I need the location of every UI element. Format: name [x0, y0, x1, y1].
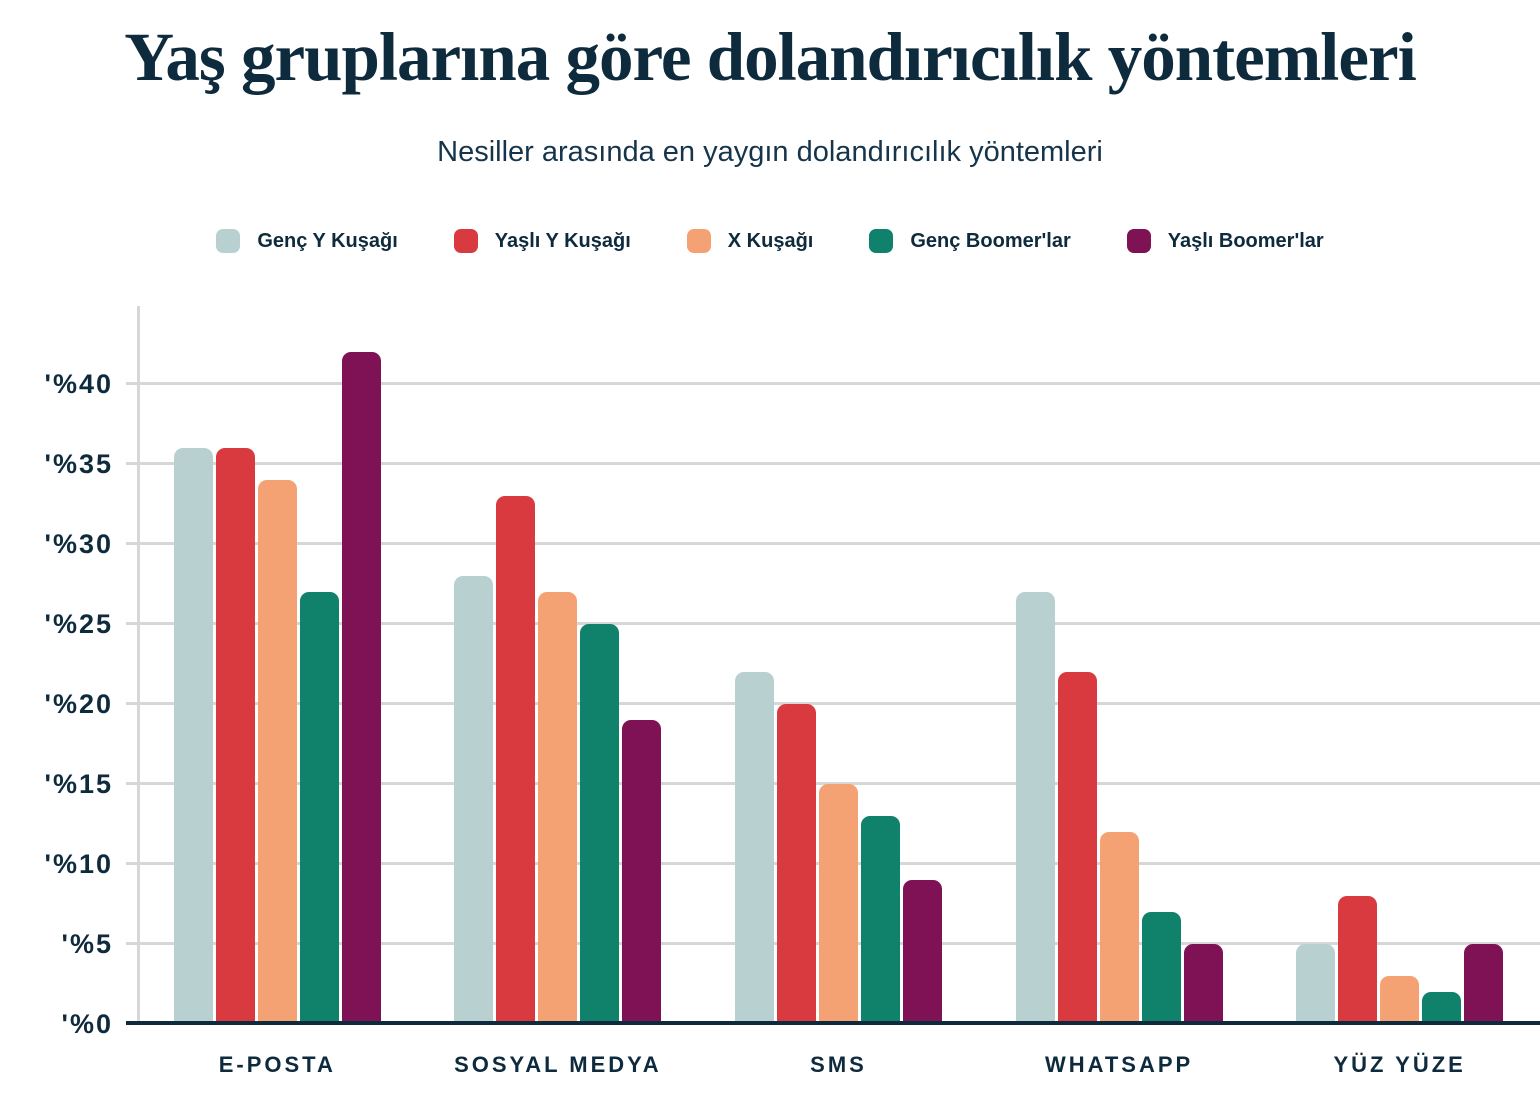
y-axis-tick-label: '%40	[44, 369, 113, 399]
bar	[818, 784, 858, 1024]
bar-group	[698, 306, 979, 1024]
x-axis-category-label: SOSYAL MEDYA	[454, 1052, 662, 1077]
legend-swatch-icon	[686, 229, 711, 253]
bar	[257, 480, 297, 1024]
gridline	[126, 542, 1540, 545]
bar	[1338, 896, 1378, 1024]
bar-groups	[137, 306, 1540, 1024]
legend-item-label: Yaşlı Boomer'lar	[1167, 229, 1324, 252]
legend-swatch-icon	[1126, 229, 1151, 253]
bar	[734, 672, 774, 1024]
bar	[1380, 976, 1420, 1024]
bar	[341, 352, 381, 1024]
y-axis-tick-label: '%0	[61, 1009, 113, 1039]
y-axis-line	[137, 306, 140, 1024]
bar-group	[1259, 306, 1540, 1024]
y-axis-tick-label: '%25	[44, 609, 113, 639]
x-axis-line	[126, 1021, 1540, 1025]
gridline	[126, 782, 1540, 785]
x-axis-category-label: WHATSAPP	[1044, 1052, 1194, 1077]
legend: Genç Y Kuşağı Yaşlı Y Kuşağı X Kuşağı Genç …	[0, 229, 1540, 253]
x-axis-labels: E-POSTA SOSYAL MEDYA SMS WHATSAPP YÜZ YÜZE	[137, 1052, 1540, 1078]
bar	[173, 448, 213, 1024]
y-axis-tick-label: '%20	[44, 689, 113, 719]
y-axis-tick-label: '%15	[44, 769, 113, 799]
plot-area	[126, 306, 1540, 1025]
bar	[1422, 992, 1462, 1024]
legend-item: Yaşlı Boomer'lar	[1126, 229, 1324, 253]
legend-item-label: X Kuşağı	[727, 229, 814, 252]
bar-group	[979, 306, 1260, 1024]
gridline	[126, 382, 1540, 385]
legend-item: Yaşlı Y Kuşağı	[453, 229, 631, 253]
legend-item-label: Yaşlı Y Kuşağı	[494, 229, 631, 252]
gridline	[126, 622, 1540, 625]
gridline	[126, 702, 1540, 705]
bar	[1464, 944, 1504, 1024]
bar	[215, 448, 255, 1024]
legend-item: X Kuşağı	[686, 229, 814, 253]
bar	[1099, 832, 1139, 1024]
bar	[1296, 944, 1336, 1024]
bar	[538, 592, 578, 1024]
x-axis-category-label: SMS	[810, 1052, 867, 1077]
legend-swatch-icon	[453, 229, 478, 253]
y-axis-tick-label: '%35	[44, 449, 113, 479]
bar	[580, 624, 620, 1024]
gridline	[126, 462, 1540, 465]
bar	[299, 592, 339, 1024]
bar	[1183, 944, 1223, 1024]
page-subtitle: Nesiller arasında en yaygın dolandırıcıl…	[437, 136, 1103, 168]
y-axis-tick-label: '%30	[44, 529, 113, 559]
legend-swatch-icon	[869, 229, 894, 253]
legend-swatch-icon	[216, 229, 241, 253]
bar	[1015, 592, 1055, 1024]
y-axis-labels: '%0 '%5 '%10 '%15 '%20 '%25 '%30 '%35 '%40	[0, 306, 113, 1038]
y-axis-tick-label: '%5	[61, 929, 113, 959]
legend-item: Genç Boomer'lar	[869, 229, 1071, 253]
bar-chart: '%0 '%5 '%10 '%15 '%20 '%25 '%30 '%35 '%40	[0, 306, 1540, 1038]
bar-group	[137, 306, 418, 1024]
bar-group	[418, 306, 699, 1024]
bar	[776, 704, 816, 1024]
legend-item-label: Genç Y Kuşağı	[257, 229, 398, 252]
bar	[454, 576, 494, 1024]
bar	[622, 720, 662, 1024]
x-axis-category-label: E-POSTA	[218, 1052, 336, 1077]
legend-item-label: Genç Boomer'lar	[910, 229, 1071, 252]
bar	[1141, 912, 1181, 1024]
legend-item: Genç Y Kuşağı	[216, 229, 398, 253]
y-axis-tick-label: '%10	[44, 849, 113, 879]
bar	[860, 816, 900, 1024]
page-title: Yaş gruplarına göre dolandırıcılık yönte…	[124, 19, 1417, 95]
bar	[496, 496, 536, 1024]
bar	[902, 880, 942, 1024]
bar	[1057, 672, 1097, 1024]
x-axis-category-label: YÜZ YÜZE	[1333, 1052, 1466, 1077]
